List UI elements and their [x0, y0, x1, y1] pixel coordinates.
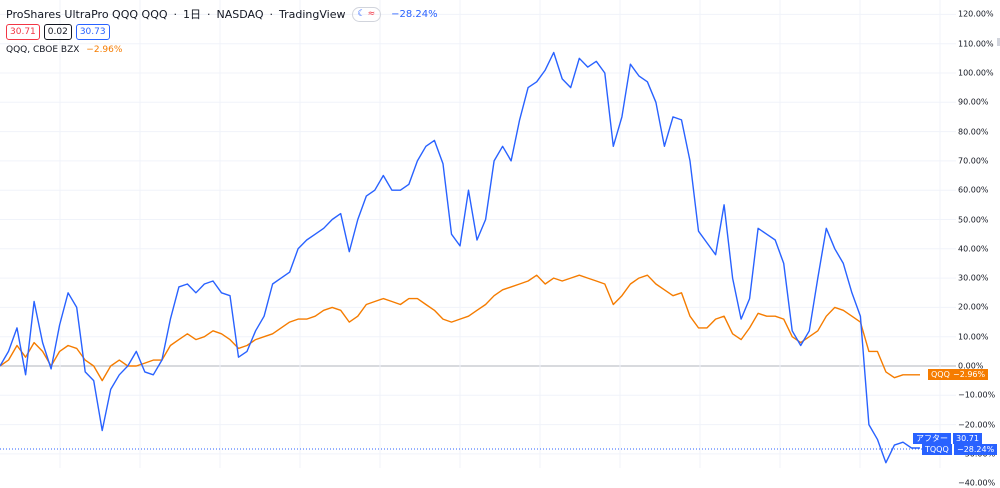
- y-tick-label: −20.00%: [958, 420, 996, 430]
- after-hours-price-tag: 30.71: [953, 433, 982, 444]
- separator: ·: [269, 7, 274, 21]
- after-hours-label-tag: アフター: [913, 433, 951, 444]
- qqq-name-tag: QQQ: [928, 369, 953, 380]
- y-tick-label: −40.00%: [958, 478, 996, 488]
- price-axis[interactable]: 120.00% 110.00% 100.00% 90.00% 80.00% 70.00% 6…: [956, 0, 1000, 488]
- y-tick-label: 100.00%: [958, 68, 994, 78]
- source-label: TradingView: [279, 7, 346, 21]
- market-status-button[interactable]: ☾ ≈: [351, 6, 382, 22]
- y-tick-label: 120.00%: [958, 9, 994, 19]
- y-tick-label: 10.00%: [958, 332, 989, 342]
- chart-plot[interactable]: [0, 0, 956, 468]
- compare-legend[interactable]: QQQ, CBOE BZX −2.96%: [6, 45, 122, 55]
- separator: ·: [173, 7, 178, 21]
- series-line-qqq[interactable]: [0, 274, 920, 382]
- sell-price-button[interactable]: 30.71: [6, 24, 40, 40]
- tqqq-name-tag: TQQQ: [922, 444, 952, 455]
- y-tick-label: 80.00%: [958, 127, 989, 137]
- wave-icon: ≈: [367, 9, 376, 19]
- separator: ·: [207, 7, 211, 21]
- y-tick-label: 40.00%: [958, 244, 989, 254]
- change-percent: −28.24%: [391, 8, 438, 20]
- y-tick-label: 30.00%: [958, 273, 989, 283]
- compare-symbol-label: QQQ, CBOE BZX: [6, 45, 80, 55]
- y-tick-label: 0.00%: [958, 361, 984, 371]
- chart-header: ProShares UltraPro QQQ QQQ · 1日 · NASDAQ…: [6, 6, 438, 22]
- qqq-value-tag: −2.96%: [950, 369, 989, 380]
- axis-scroll-handle[interactable]: [997, 38, 1000, 46]
- y-tick-label: 50.00%: [958, 215, 989, 224]
- y-tick-label: 20.00%: [958, 302, 989, 312]
- quote-bar: 30.71 0.02 30.73: [6, 24, 110, 40]
- compare-change-percent: −2.96%: [86, 45, 123, 55]
- y-tick-label: 90.00%: [958, 97, 989, 107]
- y-tick-label: 60.00%: [958, 185, 989, 195]
- symbol-title[interactable]: ProShares UltraPro QQQ QQQ: [6, 7, 168, 21]
- y-tick-label: 110.00%: [958, 39, 994, 49]
- spread-value: 0.02: [43, 24, 72, 40]
- interval-label[interactable]: 1日: [183, 8, 202, 21]
- buy-price-button[interactable]: 30.73: [75, 24, 110, 40]
- tqqq-value-tag: −28.24%: [954, 444, 998, 455]
- moon-icon: ☾: [357, 9, 366, 19]
- series-line-tqqq[interactable]: [0, 51, 920, 464]
- y-tick-label: 70.00%: [958, 156, 989, 166]
- exchange-label: NASDAQ: [216, 7, 264, 21]
- y-tick-label: −10.00%: [958, 390, 996, 400]
